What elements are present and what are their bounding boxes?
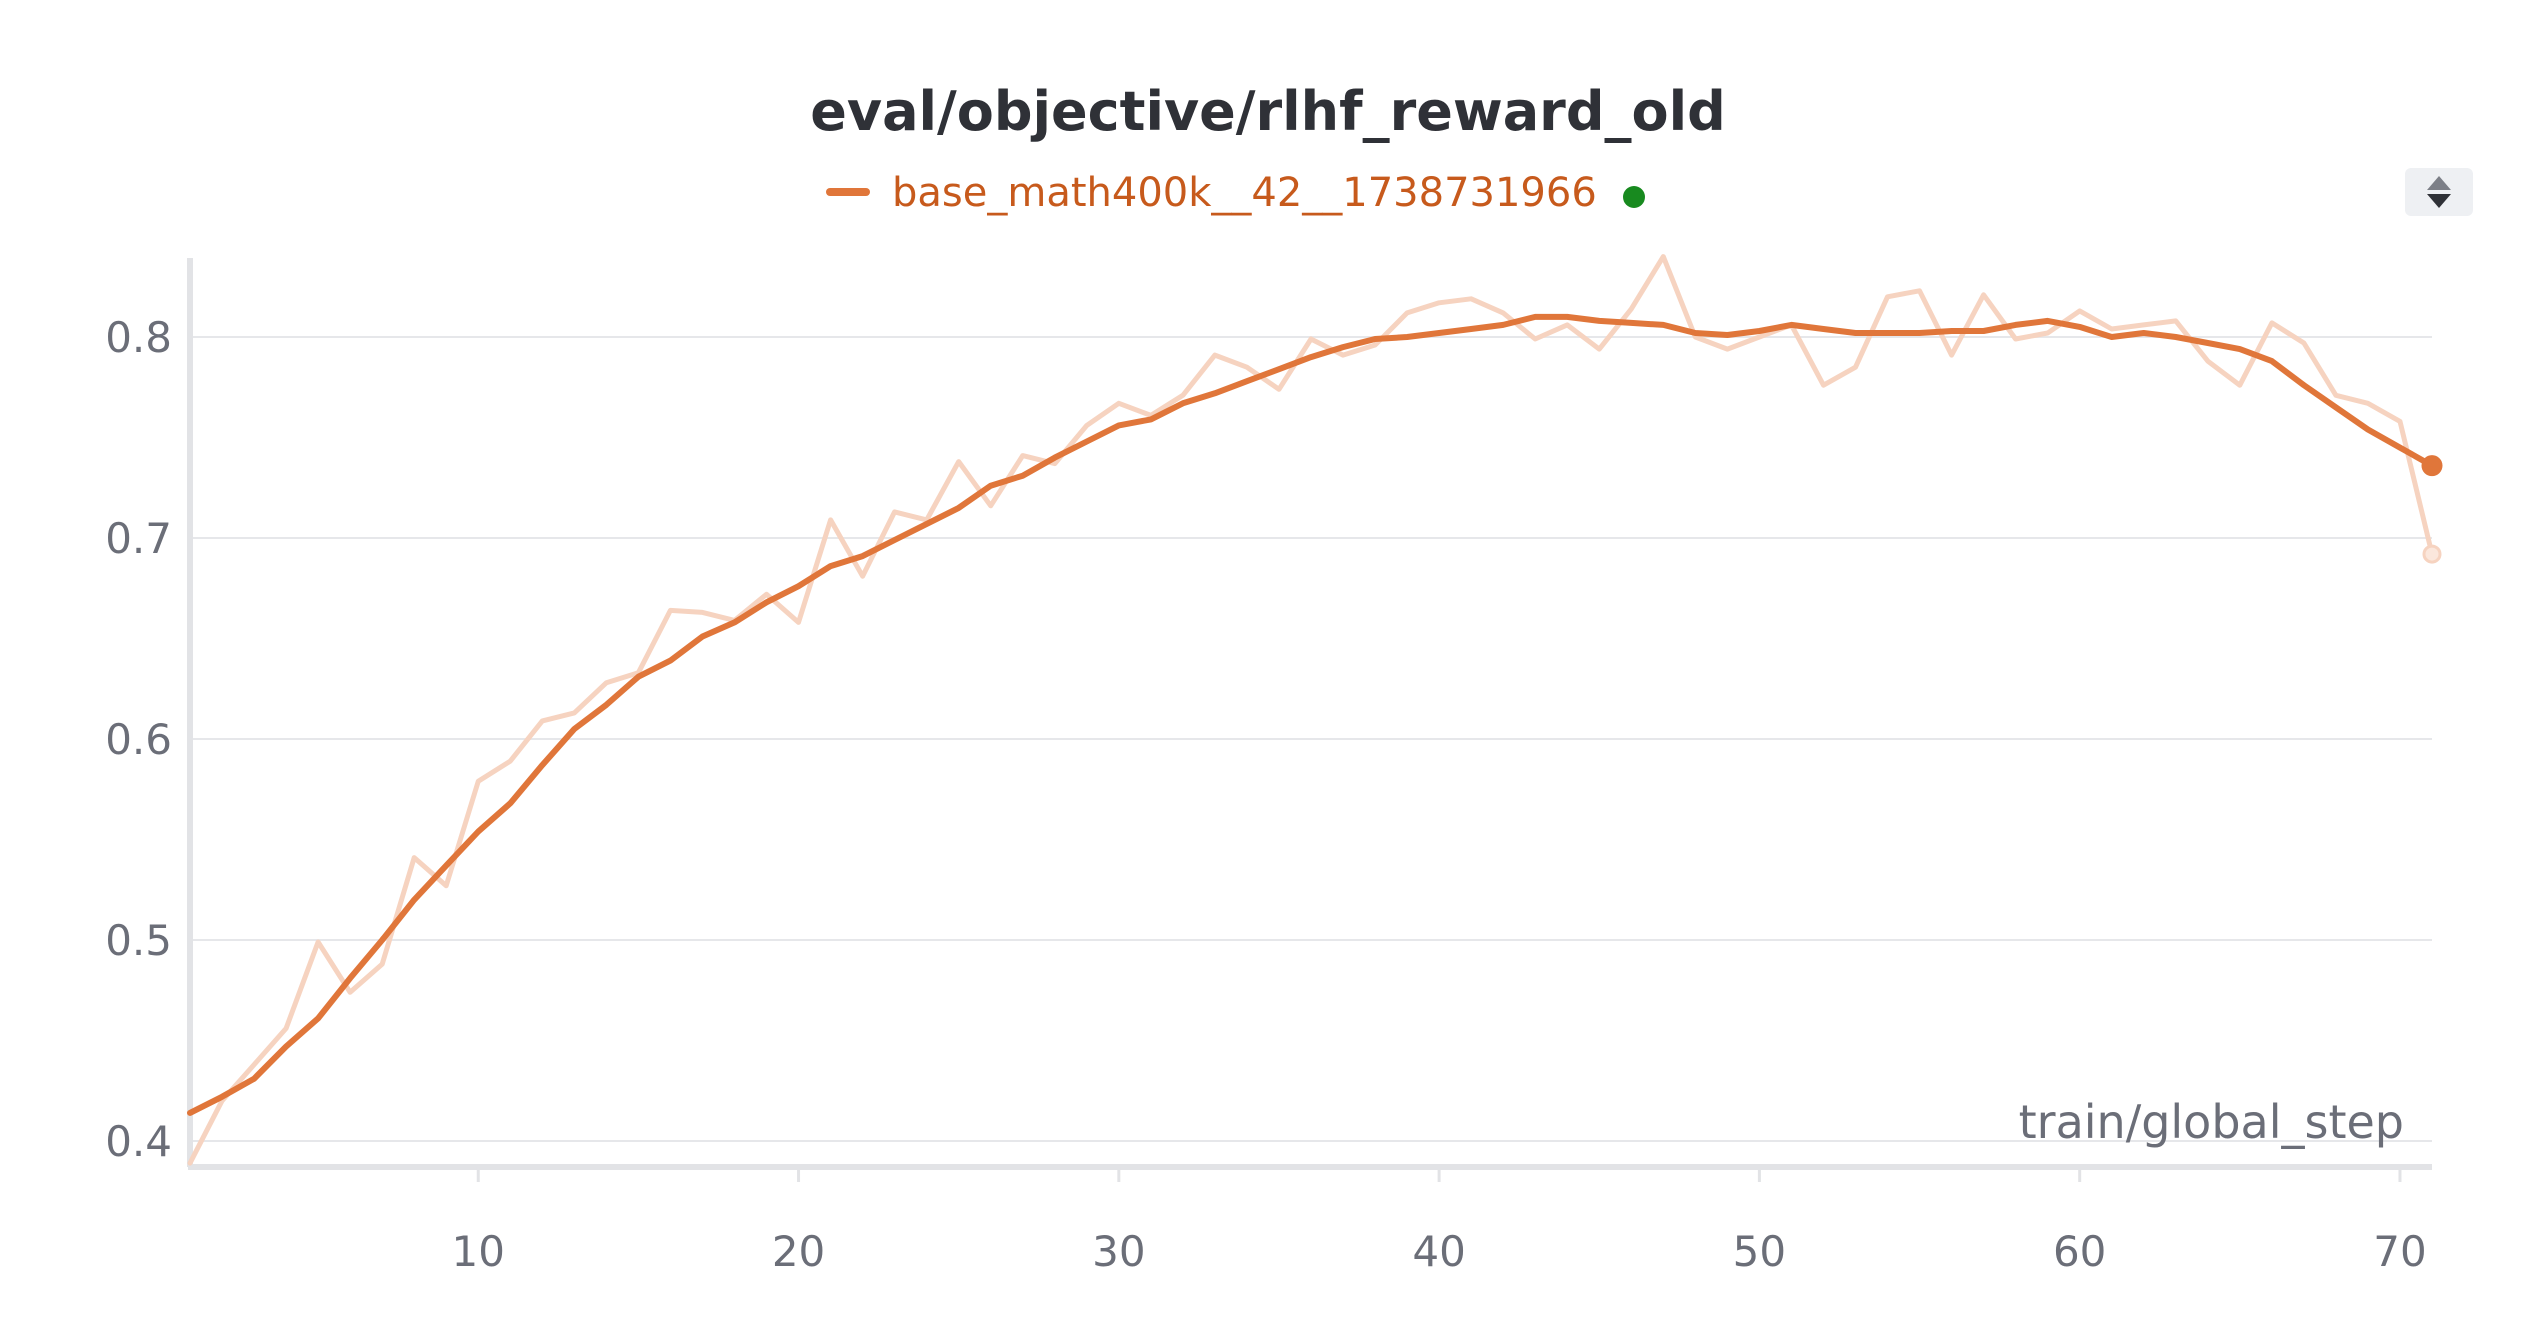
x-tick-label: 30 (1092, 1227, 1145, 1276)
y-tick-label: 0.7 (105, 514, 172, 563)
x-tick-label: 60 (2053, 1227, 2106, 1276)
legend-scroll-button[interactable] (2405, 168, 2473, 216)
legend-label[interactable]: base_math400k__42__1738731966 (892, 170, 1597, 216)
arrow-up-icon (2427, 176, 2451, 190)
raw-series (187, 254, 2442, 1166)
raw-series-end-point (2422, 544, 2442, 564)
y-tick-label: 0.5 (105, 916, 172, 965)
x-tick-label: 70 (2373, 1227, 2426, 1276)
axes (187, 258, 2432, 1170)
arrow-down-icon (2427, 194, 2451, 208)
smoothed-series-end-point (2421, 455, 2443, 477)
x-tick-label: 20 (772, 1227, 825, 1276)
y-tick-label: 0.6 (105, 715, 172, 764)
x-tick-label: 50 (1733, 1227, 1786, 1276)
smoothed-series (187, 313, 2443, 1116)
smoothed-series-line (187, 313, 2435, 1116)
y-tick-label: 0.8 (105, 313, 172, 362)
x-axis-title: train/global_step (2019, 1095, 2404, 1149)
x-axis-ticks: 10 20 30 40 50 60 70 (452, 1167, 2427, 1276)
raw-series-line (187, 254, 2435, 1166)
y-tick-label: 0.4 (105, 1117, 172, 1166)
legend[interactable]: base_math400k__42__1738731966 (826, 170, 1645, 216)
chart-title: eval/objective/rlhf_reward_old (810, 80, 1725, 143)
y-axis-ticks: 0.4 0.5 0.6 0.7 0.8 (105, 313, 172, 1166)
run-status-dot (1623, 186, 1645, 208)
x-tick-label: 40 (1412, 1227, 1465, 1276)
x-tick-label: 10 (452, 1227, 505, 1276)
